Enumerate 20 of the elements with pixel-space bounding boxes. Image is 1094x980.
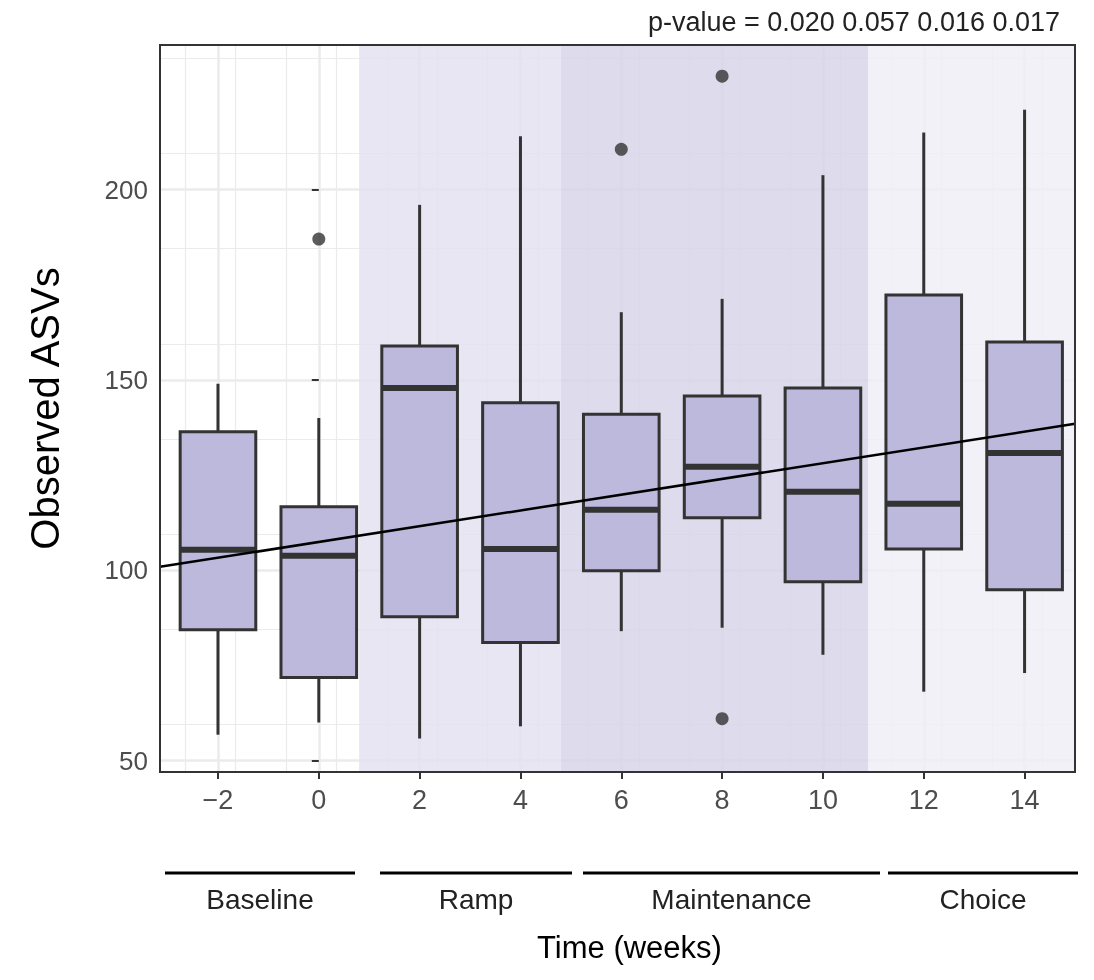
x-tick-label: 12 bbox=[908, 784, 939, 815]
text: Choice bbox=[939, 883, 1027, 915]
y-tick-label: 100 bbox=[104, 555, 148, 586]
x-tick-label: 2 bbox=[412, 784, 428, 815]
x-tick-label: −2 bbox=[202, 784, 234, 815]
x-tick-label: 8 bbox=[714, 784, 730, 815]
x-tick-label: 4 bbox=[512, 784, 528, 815]
x-tick-label: 10 bbox=[807, 784, 838, 815]
x-tick-label: 14 bbox=[1009, 784, 1040, 815]
y-tick-label: 150 bbox=[104, 364, 148, 395]
text: p-value = 0.020 0.057 0.016 0.017 bbox=[647, 6, 1060, 37]
x-axis-title: Time (weeks) bbox=[537, 930, 722, 965]
x-tick-label: 0 bbox=[311, 784, 327, 815]
y-axis-title: Observed ASVs bbox=[23, 267, 67, 550]
text: Baseline bbox=[206, 883, 314, 915]
y-tick-label: 200 bbox=[104, 174, 148, 205]
text: Ramp bbox=[438, 883, 514, 915]
text: Maintenance bbox=[651, 883, 812, 915]
y-tick-label: 50 bbox=[119, 745, 148, 776]
x-tick-label: 6 bbox=[613, 784, 629, 815]
